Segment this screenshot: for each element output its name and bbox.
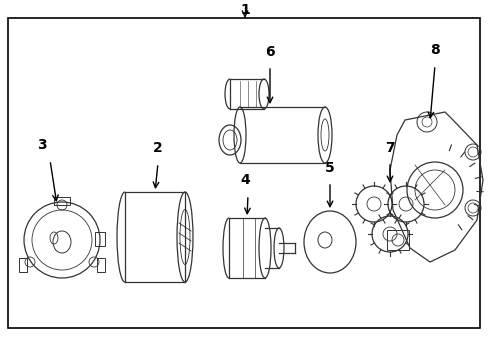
Text: 6: 6	[265, 45, 275, 59]
Text: 1: 1	[240, 3, 250, 17]
Text: 4: 4	[240, 173, 250, 187]
Bar	[54, 197, 70, 205]
Bar	[95, 232, 105, 246]
Text: 2: 2	[153, 141, 163, 155]
Bar	[19, 258, 27, 272]
Text: 5: 5	[325, 161, 335, 175]
Text: 8: 8	[430, 43, 440, 57]
Bar	[8, 18, 480, 328]
Text: 3: 3	[37, 138, 47, 152]
Text: 7: 7	[385, 141, 395, 155]
Bar	[97, 258, 105, 272]
Bar	[387, 230, 409, 250]
